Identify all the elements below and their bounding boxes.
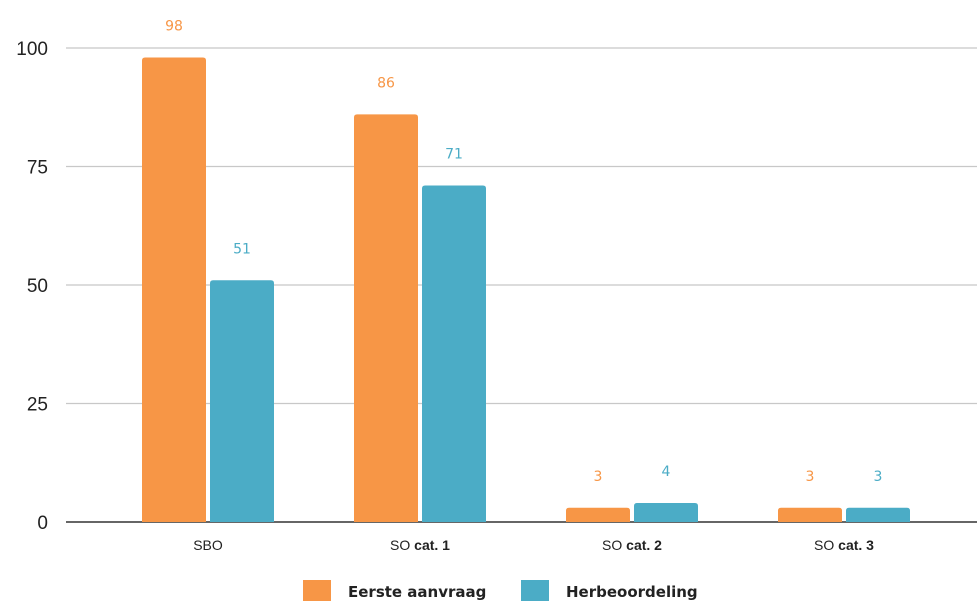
x-category-label: SO cat. 2 (602, 537, 662, 553)
bar-eerste-aanvraag (778, 507, 842, 522)
bar-eerste-aanvraag (142, 57, 206, 522)
data-label: 51 (233, 241, 251, 257)
bar-eerste-aanvraag (354, 114, 418, 523)
data-label: 86 (377, 75, 395, 91)
x-category-label: SO cat. 3 (814, 537, 874, 553)
legend-label: Eerste aanvraag (348, 583, 486, 601)
x-category-label: SBO (193, 537, 223, 553)
y-tick-label: 0 (37, 513, 48, 534)
data-label: 3 (594, 469, 603, 485)
x-category-label: SO cat. 1 (390, 537, 450, 553)
y-tick-label: 100 (16, 39, 48, 60)
bar-herbeoordeling (634, 503, 698, 522)
data-label: 4 (662, 464, 671, 480)
bar-herbeoordeling (210, 280, 274, 522)
bar-herbeoordeling (422, 185, 486, 522)
legend-swatch (521, 580, 549, 601)
legend-label: Herbeoordeling (566, 583, 698, 601)
data-label: 3 (874, 469, 883, 485)
legend: Eerste aanvraag Herbeoordeling (303, 580, 698, 601)
y-axis-ticks: 0 25 50 75 100 (16, 39, 48, 534)
bar-herbeoordeling (846, 507, 910, 522)
legend-swatch (303, 580, 331, 601)
data-label: 71 (445, 146, 463, 162)
data-label: 3 (806, 469, 815, 485)
y-tick-label: 75 (27, 158, 48, 179)
y-tick-label: 25 (27, 395, 48, 416)
bar-eerste-aanvraag (566, 507, 630, 522)
y-tick-label: 50 (27, 276, 48, 297)
bars (142, 57, 910, 523)
data-label: 98 (165, 18, 183, 34)
x-axis-categories: SBO SO cat. 1 SO cat. 2 SO cat. 3 (193, 537, 874, 553)
data-labels: 98 86 3 3 51 71 4 3 (165, 18, 882, 484)
